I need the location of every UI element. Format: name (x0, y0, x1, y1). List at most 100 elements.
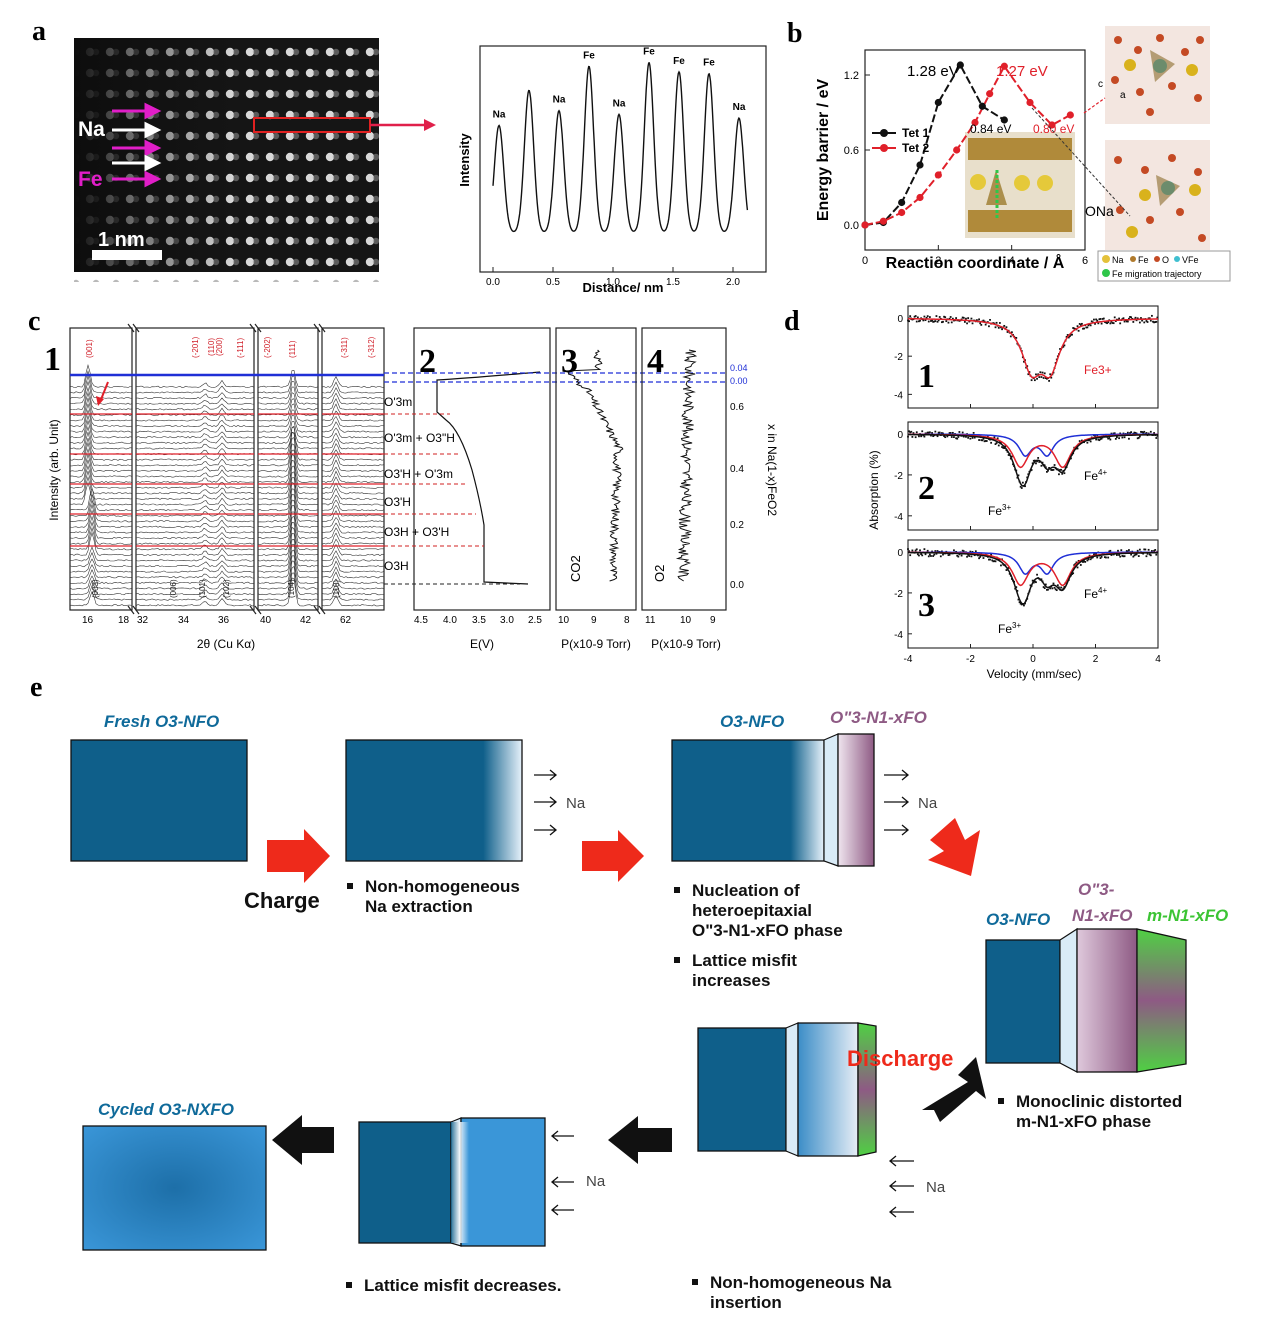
d-datapoint (1129, 432, 1131, 434)
d-ytick: -4 (894, 390, 903, 401)
d-datapoint (997, 444, 1000, 447)
stage3-opp-block (837, 733, 875, 867)
d-datapoint (1138, 435, 1141, 438)
d-datapoint (1042, 586, 1045, 588)
xrd-stack (69, 364, 385, 607)
magenta-arrows (112, 102, 162, 188)
d-datapoint (1098, 318, 1101, 321)
fresh-block (70, 739, 248, 862)
d-datapoint (984, 323, 987, 326)
d-datapoint (1134, 553, 1137, 556)
d-datapoint (1114, 437, 1117, 440)
xrd-pattern (69, 403, 133, 428)
e-ticks: 4.5 4.0 3.5 3.0 2.5 (414, 615, 542, 626)
xrd-pattern (257, 421, 319, 439)
fe-label: Fe (78, 168, 103, 191)
d-datapoint (942, 432, 944, 435)
xrd-pattern (321, 510, 385, 523)
annot-080: 0.80 eV (1033, 122, 1074, 136)
svg-text:10: 10 (680, 615, 692, 626)
d-datapoint (971, 436, 974, 439)
d-datapoint (990, 553, 993, 556)
xrd-pattern (257, 544, 319, 573)
black-arrow-2 (608, 1116, 672, 1164)
xrd-pattern (257, 505, 319, 534)
d-datapoint (953, 549, 955, 552)
d-datapoint (1100, 322, 1103, 325)
d-datapoint (1128, 549, 1130, 551)
d-datapoint (921, 430, 924, 433)
xrd-pattern (321, 595, 385, 607)
d-datapoint (957, 436, 960, 438)
d-datapoint (1095, 438, 1098, 441)
d-datapoint (1009, 335, 1012, 338)
b-xtick: 2 (935, 255, 941, 267)
e-xlabel: E(V) (470, 637, 494, 651)
peak-label: Fe (703, 58, 715, 69)
d-xtick: -4 (904, 654, 913, 665)
svg-text:9: 9 (591, 615, 597, 626)
xrd-pattern (257, 449, 319, 478)
d-datapoint (908, 320, 910, 323)
d-datapoint (927, 431, 930, 434)
d-datapoint (1021, 481, 1024, 484)
svg-text:9: 9 (710, 615, 716, 626)
xrd-pattern (257, 511, 319, 540)
d-datapoint (988, 558, 990, 561)
b-ticks: 0.0 0.6 1.2 0 2 4 6 (844, 70, 1088, 267)
a-ylabel: Intensity (457, 133, 472, 187)
xrd-pattern (135, 519, 255, 528)
axis-a-label: a (1120, 90, 1126, 101)
bullet-non-homog-extraction: Non-homogeneous Na extraction (347, 877, 520, 917)
d-datapoint (947, 554, 950, 556)
d-datapoint (1110, 554, 1113, 556)
d-datapoint (1065, 335, 1068, 338)
xrd-pattern (135, 453, 255, 461)
d-datapoint (1122, 317, 1125, 320)
d-datapoint (978, 318, 980, 321)
tet2-point (1000, 62, 1008, 70)
red-hkl: (001) (-201) (110) (200) (-111) (-202) (… (85, 336, 376, 358)
xrd-pattern (69, 425, 133, 450)
b-xtick: 6 (1082, 255, 1088, 267)
d-datapoint (956, 437, 959, 440)
xrd-pattern (69, 481, 133, 506)
d-datapoint (982, 437, 985, 440)
d-datapoint (1090, 320, 1093, 323)
d-datapoint (1061, 472, 1064, 475)
d-datapoint (1036, 377, 1038, 380)
d-datapoint (1044, 583, 1047, 586)
d-datapoint (1000, 564, 1002, 567)
xrd-pattern (257, 533, 319, 562)
d-datapoint (1038, 376, 1041, 378)
xrd-pattern (135, 487, 255, 495)
d-datapoint (1119, 432, 1122, 435)
d-datapoint (909, 315, 912, 318)
xrd-pattern (321, 550, 385, 562)
xrd-pattern (69, 531, 133, 556)
xrd-pattern (321, 415, 385, 428)
d-datapoint (1017, 474, 1020, 477)
d-datapoint (1018, 601, 1021, 604)
key-o: O (1162, 255, 1169, 265)
d-datapoint (1093, 318, 1095, 321)
d-datapoint (1048, 467, 1050, 469)
d-datapoint (1105, 321, 1107, 324)
d-datapoint (1096, 434, 1099, 437)
b-xtick: 4 (1009, 255, 1015, 267)
d-datapoint (924, 553, 927, 556)
xrd-pattern (321, 527, 384, 540)
d-datapoint (1126, 550, 1129, 553)
peak-label: Fe (643, 47, 655, 58)
xrd-pattern (258, 526, 319, 556)
xrd-pattern (257, 425, 319, 444)
svg-text:18: 18 (118, 615, 130, 626)
d-datapoint (1024, 485, 1026, 488)
svg-text:0.00: 0.00 (730, 376, 748, 386)
svg-text:0.0: 0.0 (730, 580, 744, 591)
svg-text:(001): (001) (85, 339, 94, 358)
d-datapoint (1149, 554, 1152, 557)
o-na-label: ONa (1085, 203, 1114, 219)
d-datapoint (1006, 331, 1009, 333)
d-datapoint (994, 560, 997, 563)
